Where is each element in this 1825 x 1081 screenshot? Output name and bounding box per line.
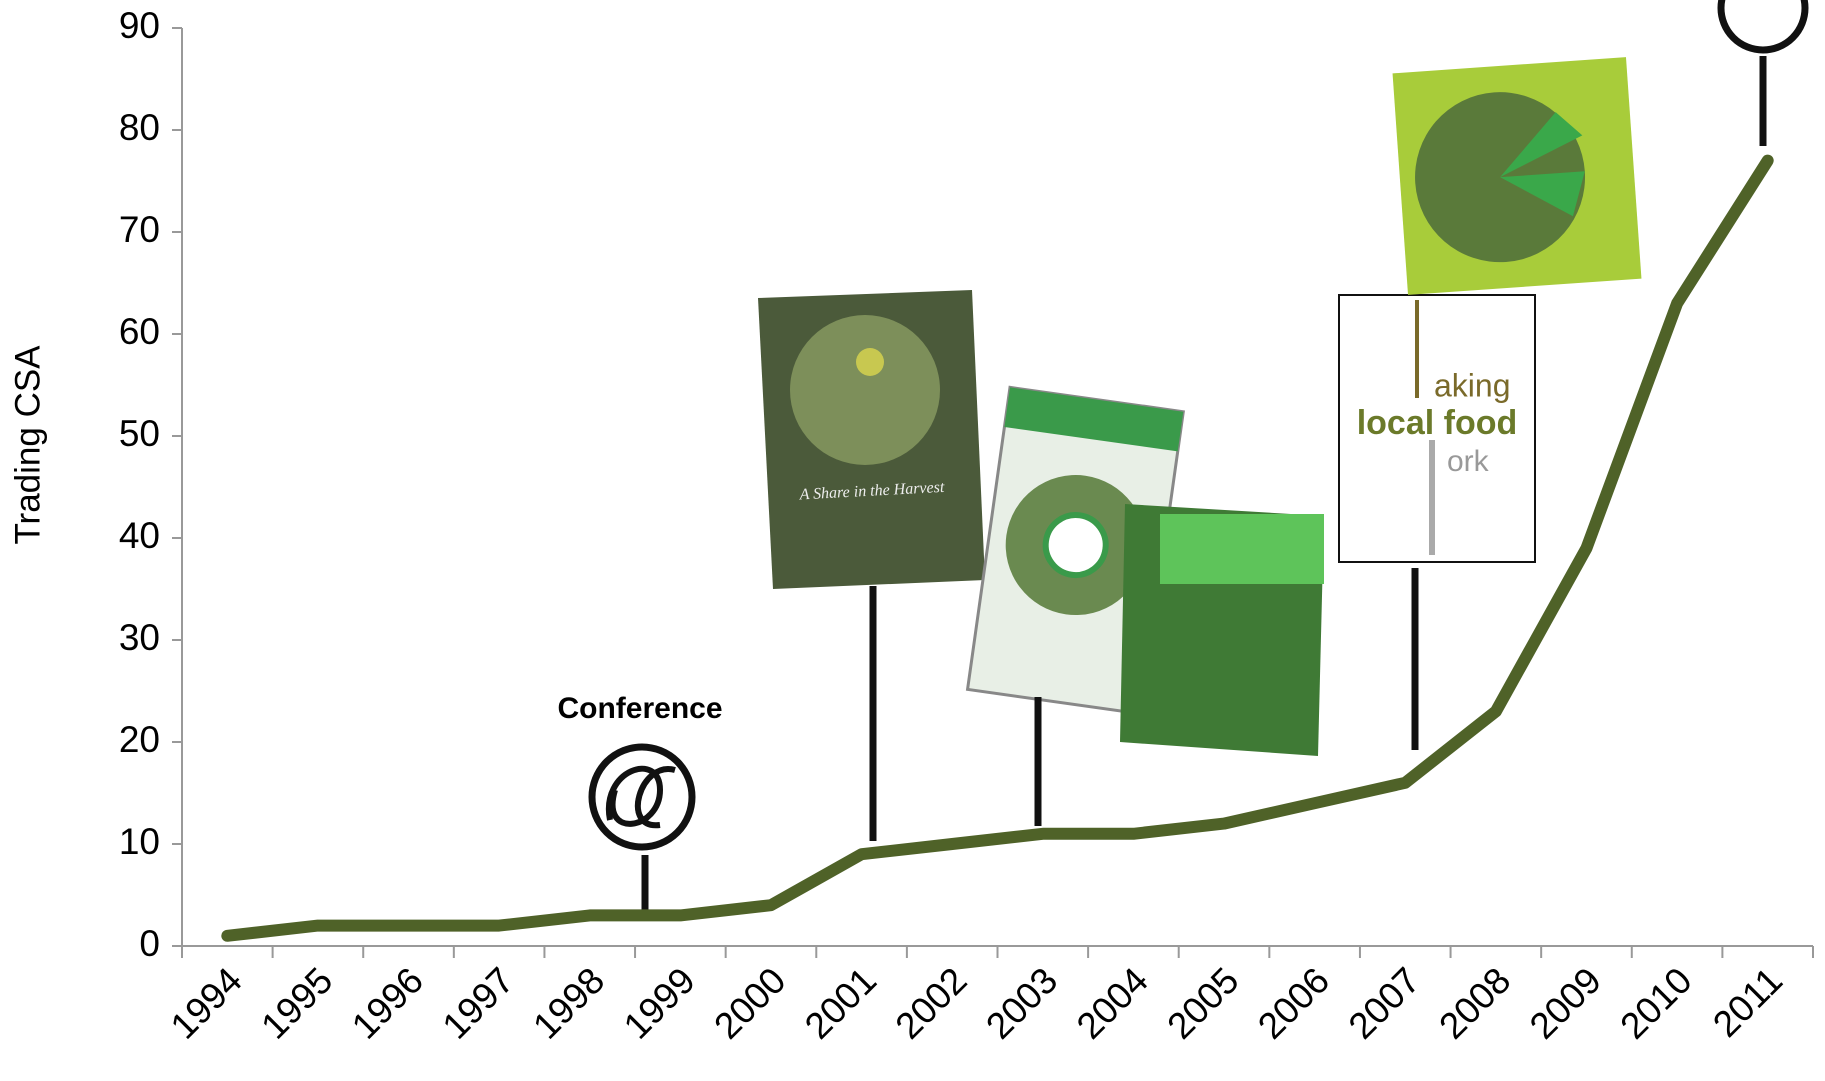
y-tick-label: 50: [119, 413, 160, 454]
y-tick-label: 30: [119, 617, 160, 658]
y-tick-label: 70: [119, 209, 160, 250]
x-tick-label: 2003: [978, 960, 1065, 1047]
x-tick-label: 2008: [1431, 960, 1518, 1047]
x-tick-label: 2007: [1341, 960, 1428, 1047]
y-tick-label: 20: [119, 719, 160, 760]
x-tick-label: 2011: [1705, 960, 1790, 1045]
logo-text: aking: [1434, 367, 1511, 403]
logo-text: local food: [1357, 404, 1518, 442]
y-axis-label: Trading CSA: [8, 345, 47, 545]
logo-text: ork: [1447, 445, 1490, 478]
x-tick-label: 1994: [163, 960, 250, 1047]
x-tick-label: 1996: [344, 960, 431, 1047]
y-tick-label: 0: [139, 923, 160, 964]
x-tick-label: 1995: [253, 960, 340, 1047]
x-tick-label: 1999: [616, 960, 703, 1047]
y-tick-label: 60: [119, 311, 160, 352]
x-tick-label: 1998: [525, 960, 612, 1047]
x-tick-label: 2001: [797, 960, 884, 1047]
y-tick-label: 90: [119, 5, 160, 46]
x-tick-label: 2004: [1069, 960, 1156, 1047]
x-tick-label: 1997: [435, 960, 522, 1047]
book-cover: A Share in the Harvest: [758, 290, 985, 841]
x-tick-label: 2009: [1522, 960, 1609, 1047]
book-cover: [1393, 57, 1642, 295]
chart: Trading CSA Conference A Share in the Ha…: [0, 0, 1825, 1081]
x-tick-label: 2006: [1250, 960, 1337, 1047]
logo: [592, 747, 692, 914]
x-tick-label: 2000: [706, 960, 793, 1047]
y-tick-label: 10: [119, 821, 160, 862]
x-tick-label: 2005: [1159, 960, 1246, 1047]
logo: [1721, 0, 1805, 146]
y-tick-label: 80: [119, 107, 160, 148]
y-tick-label: 40: [119, 515, 160, 556]
book-cover: [1120, 504, 1324, 756]
annotation: Conference: [557, 692, 722, 725]
page: Trading CSA Conference A Share in the Ha…: [0, 0, 1825, 1081]
x-tick-label: 2002: [888, 960, 975, 1047]
x-tick-label: 2010: [1612, 960, 1699, 1047]
